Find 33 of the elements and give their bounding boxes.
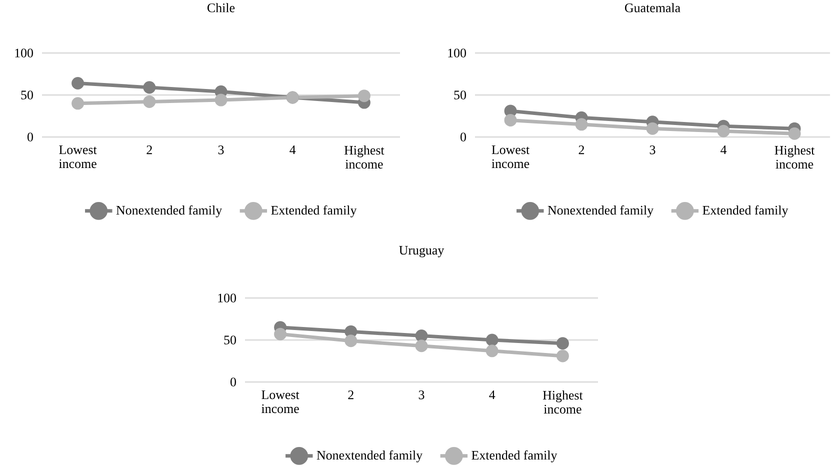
y-tick-label: 50 bbox=[224, 336, 236, 344]
x-tick-label: 3 bbox=[418, 390, 424, 400]
y-tick-label: 100 bbox=[15, 48, 33, 58]
y-tick-label: 0 bbox=[230, 378, 236, 386]
chart-title: Chile bbox=[208, 3, 235, 12]
legend-label: Nonextended family bbox=[116, 205, 222, 218]
y-tick-label: 100 bbox=[218, 294, 236, 302]
x-tick-label: Lowest income bbox=[59, 146, 97, 168]
y-tick-label: 0 bbox=[460, 132, 466, 142]
x-tick-label: 2 bbox=[348, 390, 354, 400]
x-tick-label: 4 bbox=[720, 146, 727, 154]
x-tick-label: 2 bbox=[146, 146, 152, 154]
x-tick-label: 2 bbox=[578, 146, 584, 154]
y-tick-label: 50 bbox=[454, 90, 466, 100]
x-tick-label: 4 bbox=[489, 390, 496, 400]
legend-label: Nonextended family bbox=[316, 450, 423, 462]
y-tick-label: 50 bbox=[21, 90, 33, 100]
chart-title: Guatemala bbox=[624, 3, 680, 12]
y-tick-label: 0 bbox=[28, 132, 33, 142]
x-tick-label: Highest income bbox=[774, 146, 815, 169]
x-tick-label: Highest income bbox=[542, 390, 583, 414]
legend-label: Extended family bbox=[271, 205, 357, 218]
x-tick-label: 4 bbox=[290, 146, 296, 154]
x-tick-label: 3 bbox=[650, 146, 656, 154]
y-tick-label: 100 bbox=[448, 48, 466, 58]
x-tick-label: Lowest income bbox=[492, 146, 530, 168]
legend-label: Extended family bbox=[702, 205, 788, 218]
chart-title: Uruguay bbox=[399, 246, 444, 258]
x-tick-label: 3 bbox=[218, 146, 224, 154]
x-tick-label: Lowest income bbox=[262, 390, 300, 414]
x-tick-label: Highest income bbox=[344, 146, 384, 169]
legend-label: Extended family bbox=[472, 450, 558, 462]
legend-label: Nonextended family bbox=[548, 205, 654, 218]
